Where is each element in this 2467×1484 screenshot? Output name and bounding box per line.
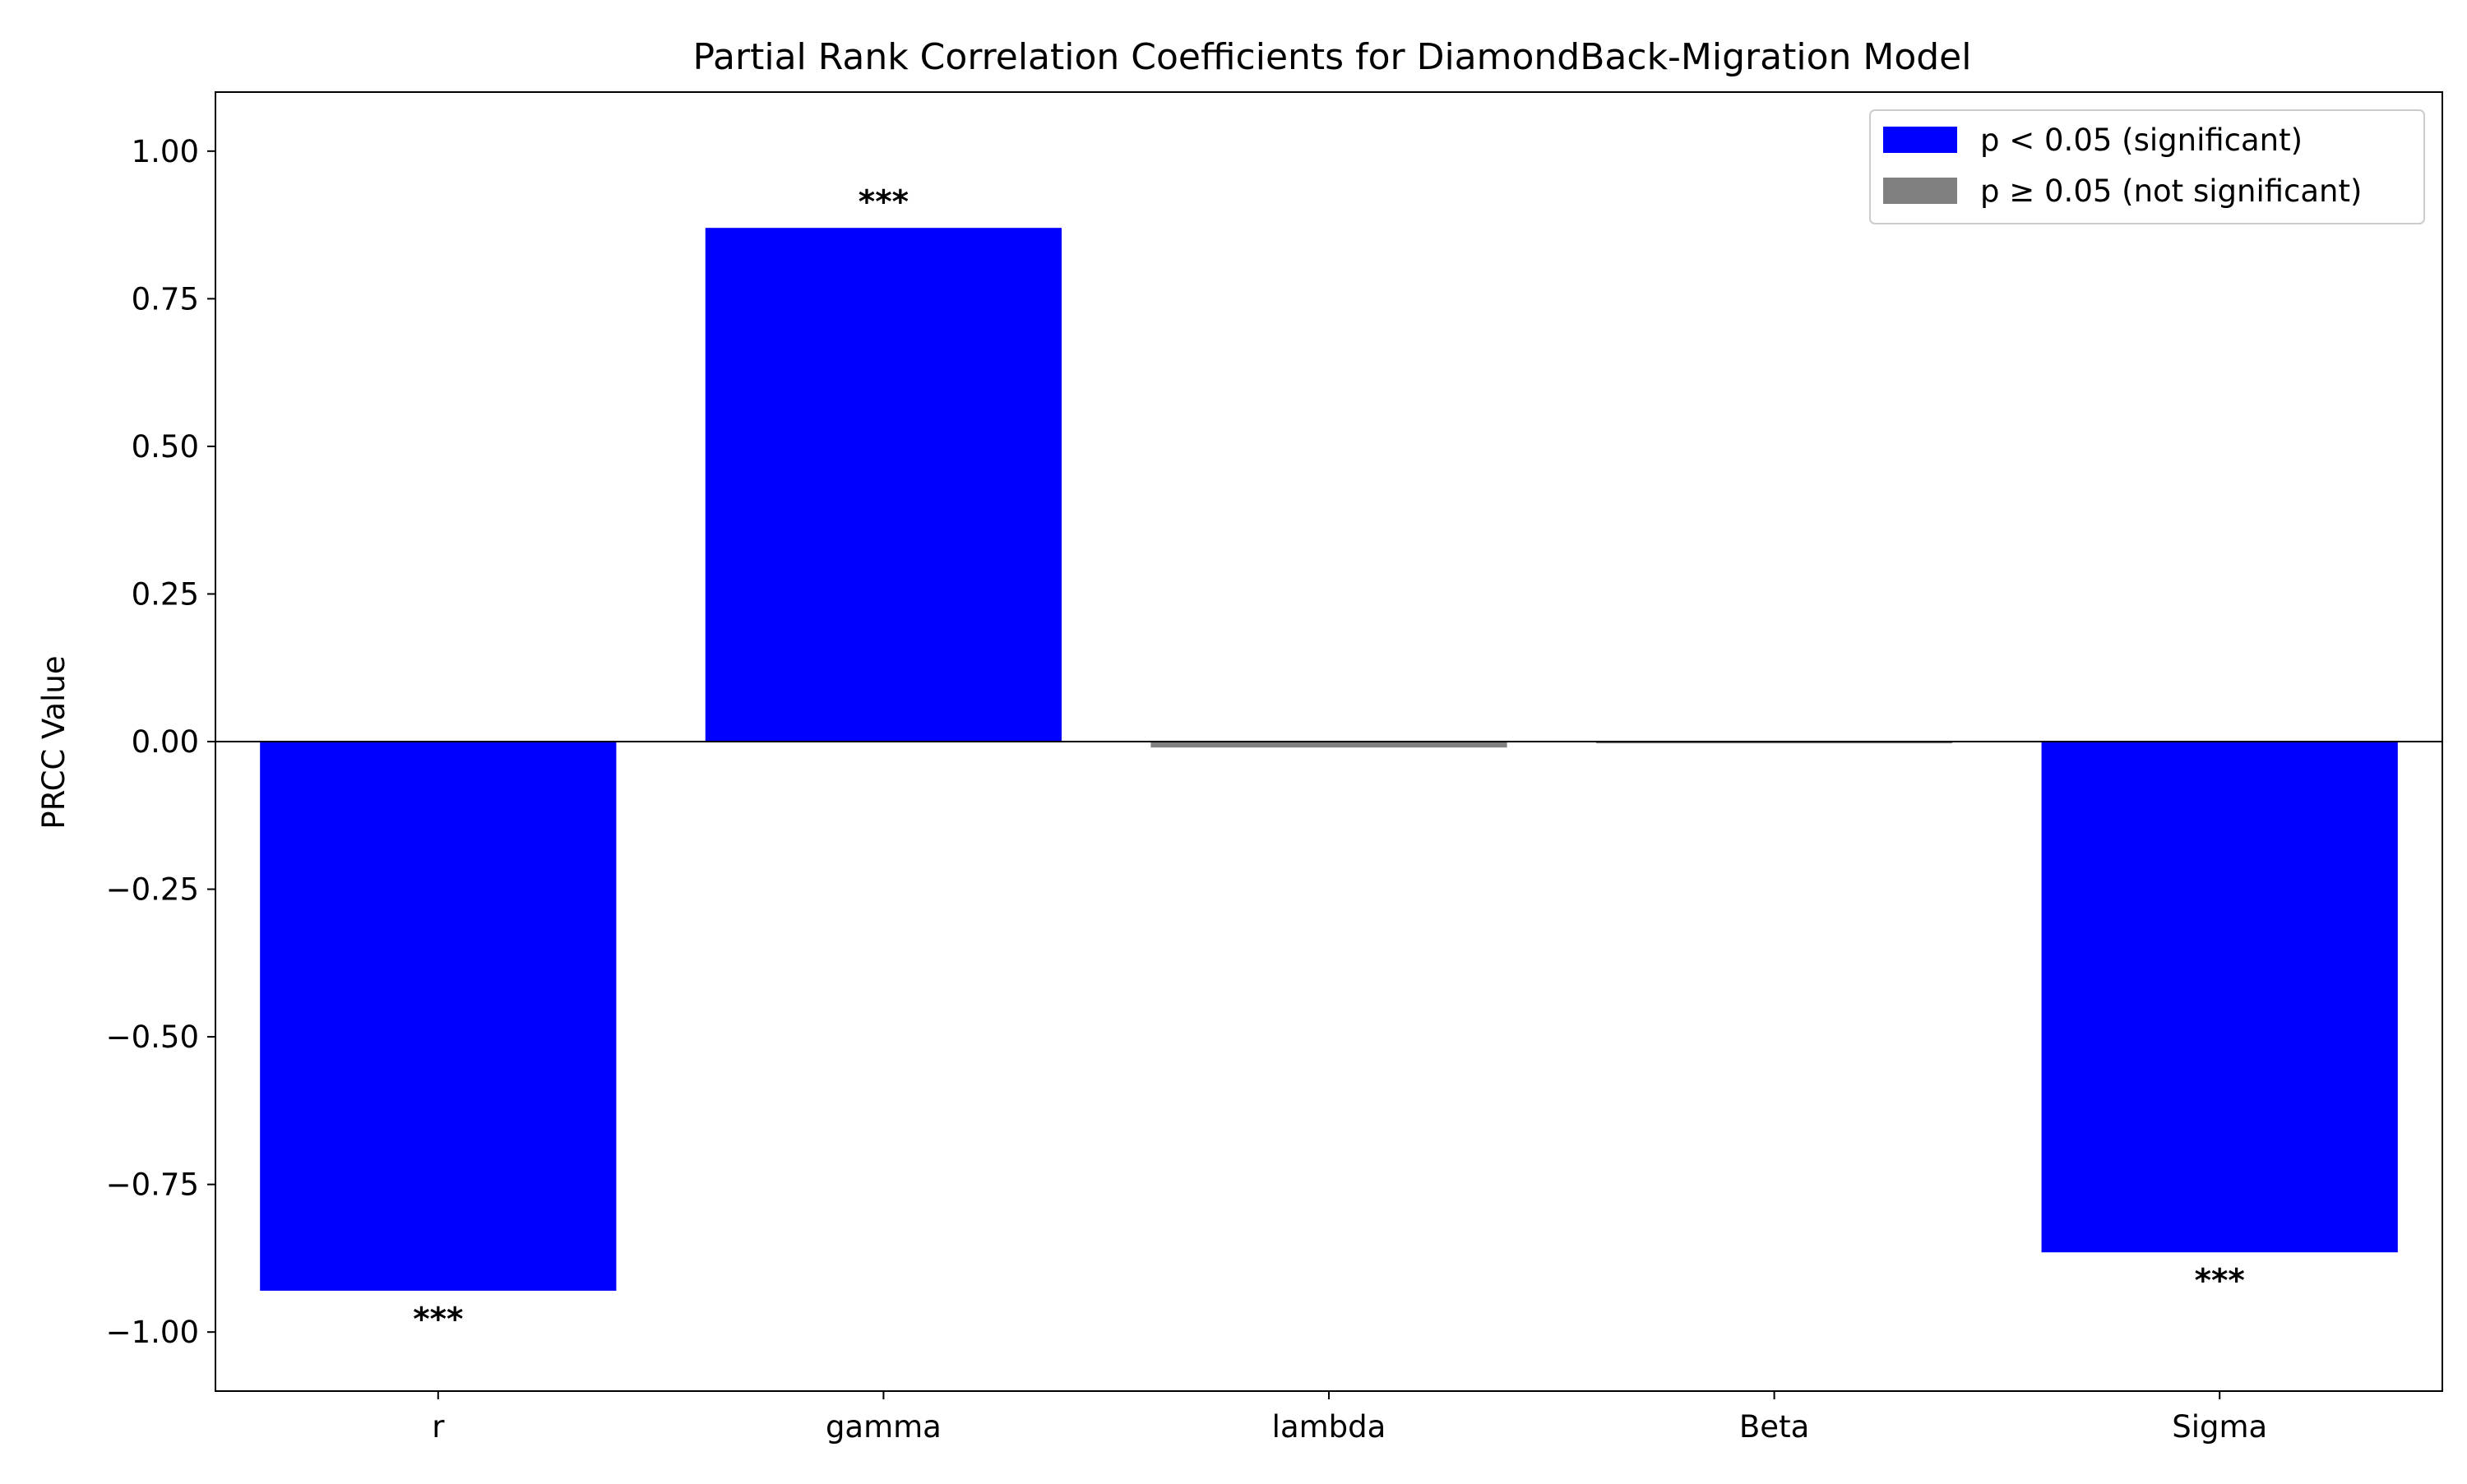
significance-label-gamma: *** bbox=[859, 184, 909, 221]
y-tick-label: 0.75 bbox=[132, 281, 199, 317]
y-tick-label: −0.50 bbox=[106, 1019, 199, 1055]
significance-label-r: *** bbox=[413, 1301, 463, 1338]
bar-r bbox=[260, 742, 617, 1291]
y-tick-label: 0.00 bbox=[132, 724, 199, 760]
axes-frame bbox=[215, 91, 2443, 1392]
y-axis-label: PRCC Value bbox=[36, 655, 72, 829]
y-tick-label: −1.00 bbox=[106, 1315, 199, 1350]
y-tick-label: 1.00 bbox=[132, 134, 199, 169]
y-tick-label: −0.25 bbox=[106, 872, 199, 908]
bar-Beta bbox=[1595, 742, 1953, 744]
y-tick-label: −0.75 bbox=[106, 1167, 199, 1203]
significance-label-Sigma: *** bbox=[2195, 1263, 2245, 1300]
chart-title: Partial Rank Correlation Coefficients fo… bbox=[693, 36, 1972, 78]
x-tick-label-lambda: lambda bbox=[1272, 1409, 1386, 1445]
bar-lambda bbox=[1150, 742, 1507, 748]
bar-gamma bbox=[705, 228, 1062, 742]
bar-Sigma bbox=[2041, 742, 2398, 1253]
legend: p < 0.05 (significant) p ≥ 0.05 (not sign… bbox=[1869, 109, 2425, 224]
plot-area: *** r *** gamma lambda Beta *** Sigma 1.00 0.75 0.… bbox=[106, 91, 2443, 1445]
x-tick-label-Sigma: Sigma bbox=[2172, 1409, 2267, 1445]
y-tick-label: 0.50 bbox=[132, 429, 199, 465]
legend-swatch-1 bbox=[1883, 178, 1957, 204]
legend-label-1: p ≥ 0.05 (not significant) bbox=[1980, 173, 2362, 209]
legend-swatch-0 bbox=[1883, 127, 1957, 153]
x-tick-label-Beta: Beta bbox=[1739, 1409, 1809, 1445]
legend-box bbox=[1869, 109, 2425, 224]
y-tick-label: 0.25 bbox=[132, 576, 199, 612]
x-tick-label-gamma: gamma bbox=[826, 1409, 942, 1445]
x-tick-label-r: r bbox=[432, 1409, 445, 1445]
legend-label-0: p < 0.05 (significant) bbox=[1980, 123, 2303, 158]
